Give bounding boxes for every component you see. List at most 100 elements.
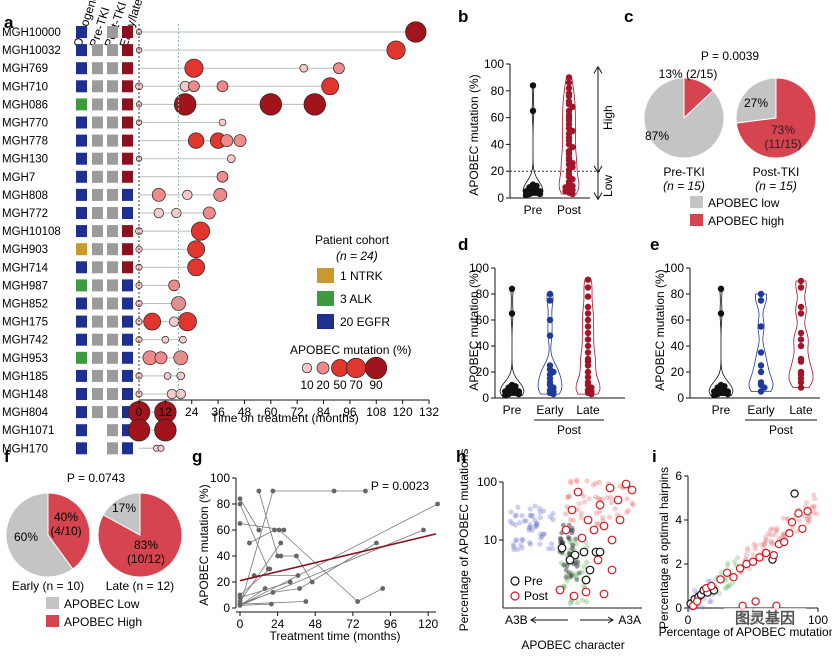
- background-point: [566, 493, 573, 499]
- y-tick-label: 100: [664, 261, 684, 275]
- legend-label: APOBEC Low: [64, 597, 140, 611]
- x-tick-label: 0: [685, 613, 692, 627]
- background-point: [563, 574, 569, 580]
- background-point: [595, 521, 601, 528]
- oncogene-cell: [76, 297, 87, 310]
- background-point: [761, 541, 767, 547]
- legend-cohort-item: 20 EGFR: [340, 315, 390, 329]
- data-point: [270, 590, 276, 595]
- y-tick-label: 40: [217, 549, 231, 563]
- panel-letter-d: d: [458, 235, 468, 254]
- background-point: [517, 520, 523, 526]
- data-point: [363, 488, 368, 494]
- pre-tki-cell: [92, 315, 103, 328]
- data-point: [331, 488, 337, 494]
- data-point: [550, 390, 557, 398]
- background-point: [584, 559, 590, 565]
- background-point: [512, 522, 519, 528]
- data-point: [797, 284, 805, 291]
- background-point: [804, 500, 810, 506]
- pie-label: 13% (2/15): [659, 67, 718, 81]
- panel-f-pies: Early (n = 10) Late (n = 12) 60% 40%(4/10) 1…: [5, 492, 183, 629]
- background-point: [540, 508, 547, 514]
- data-point: [757, 388, 765, 395]
- timing-cell: [122, 333, 133, 346]
- data-point: [757, 368, 765, 376]
- legend-swatch: [317, 268, 334, 283]
- background-point: [745, 547, 751, 554]
- patient-line: [239, 503, 438, 606]
- timing-cell: [122, 424, 133, 437]
- background-point: [586, 496, 592, 502]
- data-point: [724, 390, 731, 398]
- background-point: [537, 541, 543, 547]
- background-point: [731, 559, 738, 565]
- data-point: [278, 553, 284, 559]
- pie-slice: [735, 77, 777, 124]
- background-point: [779, 533, 785, 539]
- patient-rows: MGH10000MGH10032MGH769MGH710MGH086MGH770…: [2, 21, 427, 455]
- legend-label: APOBEC High: [64, 615, 142, 629]
- pie-label: 17%: [112, 501, 136, 515]
- background-point: [527, 541, 534, 547]
- background-point: [612, 506, 618, 512]
- data-point: [355, 599, 360, 604]
- background-point: [763, 534, 769, 540]
- y-tick-label: 60: [671, 313, 685, 327]
- patient-name: MGH7: [2, 172, 35, 184]
- background-point: [708, 598, 714, 604]
- pre-tki-cell: [92, 243, 103, 256]
- data-point: [267, 566, 273, 572]
- timing-cell: [122, 98, 133, 111]
- panel-d-violin: 0 20 40 60 80 100 Pre Early Late Post: [469, 261, 625, 437]
- background-point: [765, 530, 772, 537]
- patient-name: MGH175: [2, 317, 48, 329]
- sample-marker: [168, 316, 180, 327]
- sample-marker: [151, 187, 166, 202]
- post-tki-cell: [107, 315, 118, 328]
- background-point: [811, 492, 817, 498]
- pre-point: [565, 555, 575, 565]
- background-point: [806, 518, 812, 524]
- background-point: [758, 541, 764, 547]
- post-point: [627, 485, 637, 495]
- y-tick-label: 20: [491, 164, 505, 178]
- sample-marker: [218, 118, 227, 127]
- y-tick-label: 0: [675, 601, 682, 615]
- y-tick-label: 10: [484, 533, 498, 547]
- panel-letter-g: g: [192, 447, 202, 466]
- post-point: [583, 515, 593, 525]
- patient-line: [357, 588, 383, 602]
- post-point: [785, 529, 794, 538]
- background-point: [630, 502, 636, 508]
- data-point: [435, 501, 440, 507]
- patient-name: MGH714: [2, 262, 49, 274]
- background-point: [812, 496, 818, 502]
- patient-name: MGH772: [2, 208, 48, 220]
- oncogene-cell: [76, 188, 87, 201]
- data-point: [584, 329, 592, 337]
- data-point: [584, 336, 592, 343]
- background-point: [515, 504, 521, 510]
- pie-name: Pre-TKI: [663, 165, 704, 179]
- background-point: [573, 536, 579, 542]
- data-point: [529, 82, 537, 89]
- background-point: [550, 510, 556, 517]
- pie-label: 83%: [134, 538, 158, 552]
- oncogene-cell: [76, 388, 87, 400]
- post-point: [555, 585, 565, 595]
- category-label: Late: [576, 403, 600, 417]
- background-point: [568, 478, 574, 484]
- y-tick-label: 0: [482, 391, 489, 405]
- category-label: Pre: [524, 203, 543, 217]
- y-tick-label: 80: [476, 287, 490, 301]
- background-point: [519, 545, 525, 551]
- background-point: [569, 530, 575, 536]
- patient-line: [239, 568, 271, 596]
- patient-name: MGH808: [2, 190, 48, 202]
- patient-line: [239, 503, 269, 570]
- pre-tki-cell: [92, 152, 103, 165]
- sample-marker: [157, 444, 165, 452]
- timing-cell: [122, 369, 133, 382]
- patient-name: MGH903: [2, 244, 48, 256]
